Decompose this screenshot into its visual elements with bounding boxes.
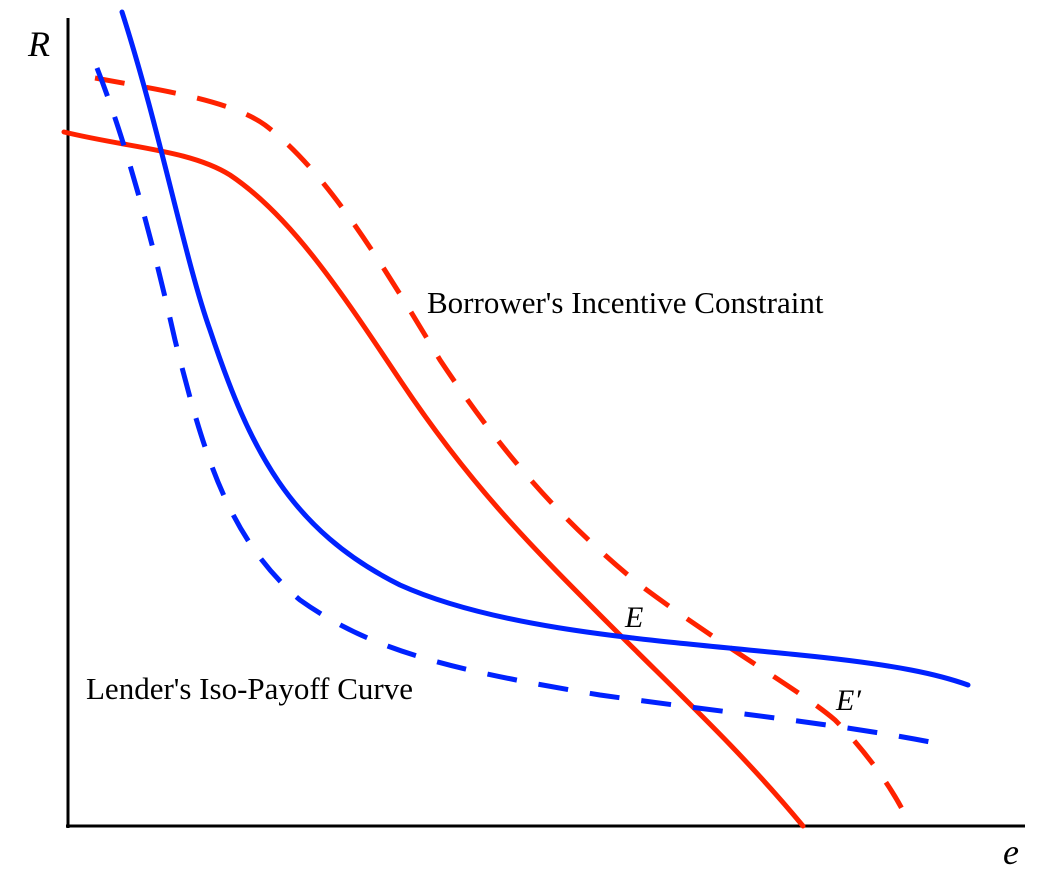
lender-curve-label: Lender's Iso-Payoff Curve (86, 671, 413, 706)
lender-iso-payoff-curve (119, 9, 971, 688)
lender-iso-payoff-shifted-curve (94, 67, 946, 748)
y-axis-label: R (27, 24, 50, 64)
borrower-incentive-constraint-curve (61, 129, 806, 829)
x-axis-label: e (1003, 832, 1019, 872)
new-equilibrium-point-label: E′ (835, 684, 861, 717)
borrower-curve-label: Borrower's Incentive Constraint (427, 285, 824, 320)
equilibrium-point-label: E (624, 601, 643, 634)
borrower-incentive-constraint-shifted-curve (94, 75, 913, 827)
